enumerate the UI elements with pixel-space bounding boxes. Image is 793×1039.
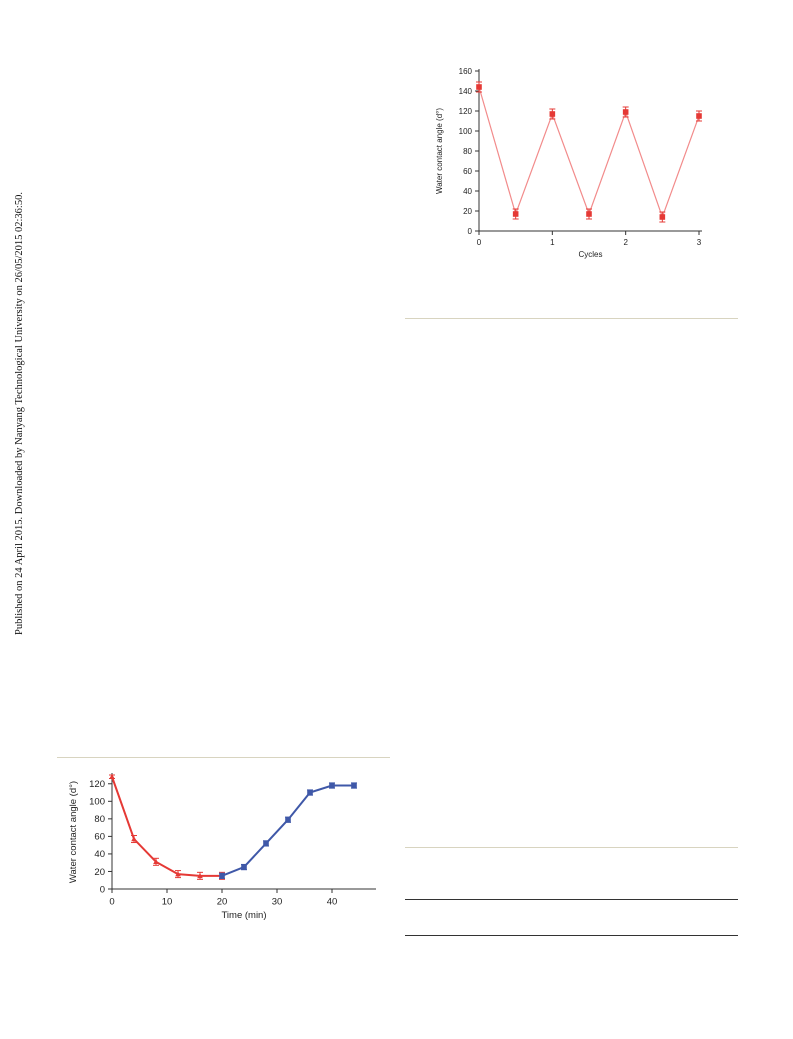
y-tick-label: 60: [94, 832, 105, 843]
x-tick-label: 20: [217, 897, 228, 908]
y-tick-label: 20: [463, 207, 472, 216]
data-point: [586, 211, 592, 217]
publication-margin-note: Published on 24 April 2015. Downloaded b…: [14, 192, 25, 635]
y-tick-label: 100: [89, 797, 105, 808]
series-line: [478, 86, 700, 219]
data-point: [109, 773, 115, 779]
y-tick-label: 140: [459, 87, 473, 96]
x-tick-label: 40: [327, 897, 338, 908]
time-contact-angle-chart: 0 20 40 60 80 100 120 0 10 20 30 40 Time (min) Water …: [68, 773, 376, 921]
y-tick-label: 80: [94, 814, 105, 825]
data-point: [197, 873, 203, 879]
y-tick-label: 20: [94, 867, 105, 878]
x-tick-label: 0: [109, 897, 114, 908]
data-point: [175, 871, 181, 877]
y-axis-label: Water contact angle (d°): [435, 108, 444, 194]
x-tick-label: 3: [697, 238, 702, 247]
data-point: [307, 789, 313, 796]
x-tick-label: 30: [272, 897, 283, 908]
y-tick-label: 40: [94, 849, 105, 860]
data-point: [285, 816, 291, 823]
divider-right-lower: [405, 847, 738, 848]
divider-left: [57, 757, 390, 758]
y-tick-label: 120: [459, 107, 473, 116]
x-tick-label: 0: [477, 238, 482, 247]
y-tick-label: 60: [463, 167, 472, 176]
data-point: [476, 84, 482, 90]
data-point: [696, 113, 702, 119]
data-point: [659, 214, 666, 220]
table-rule-top: [405, 899, 738, 900]
x-tick-label: 10: [162, 897, 173, 908]
y-tick-label: 100: [459, 127, 473, 136]
table-rule-bottom: [405, 935, 738, 936]
data-point: [549, 111, 556, 117]
data-point: [622, 109, 629, 115]
series-line: [221, 784, 354, 877]
y-tick-label: 0: [468, 227, 473, 236]
data-point: [241, 864, 247, 870]
data-point: [219, 873, 225, 879]
series-line: [111, 776, 222, 877]
data-point: [512, 211, 519, 217]
y-tick-label: 40: [463, 187, 472, 196]
y-tick-label: 160: [459, 67, 473, 76]
y-axis-label: Water contact angle (d°): [68, 781, 79, 883]
y-tick-label: 0: [100, 884, 105, 895]
data-point: [153, 859, 159, 865]
x-axis-label: Cycles: [578, 250, 602, 259]
data-point: [263, 840, 269, 847]
x-axis-label: Time (min): [221, 910, 266, 921]
data-point: [329, 782, 335, 789]
data-point: [351, 782, 357, 789]
x-tick-label: 1: [550, 238, 555, 247]
cycles-contact-angle-chart: 0 20 40 60 80 100 120 140 160 0 1 2 3 Cycles Water con…: [435, 67, 702, 259]
divider-top-right: [405, 318, 738, 319]
y-tick-label: 80: [463, 147, 472, 156]
x-tick-label: 2: [623, 238, 628, 247]
data-point: [131, 836, 137, 842]
y-tick-label: 120: [89, 779, 105, 790]
